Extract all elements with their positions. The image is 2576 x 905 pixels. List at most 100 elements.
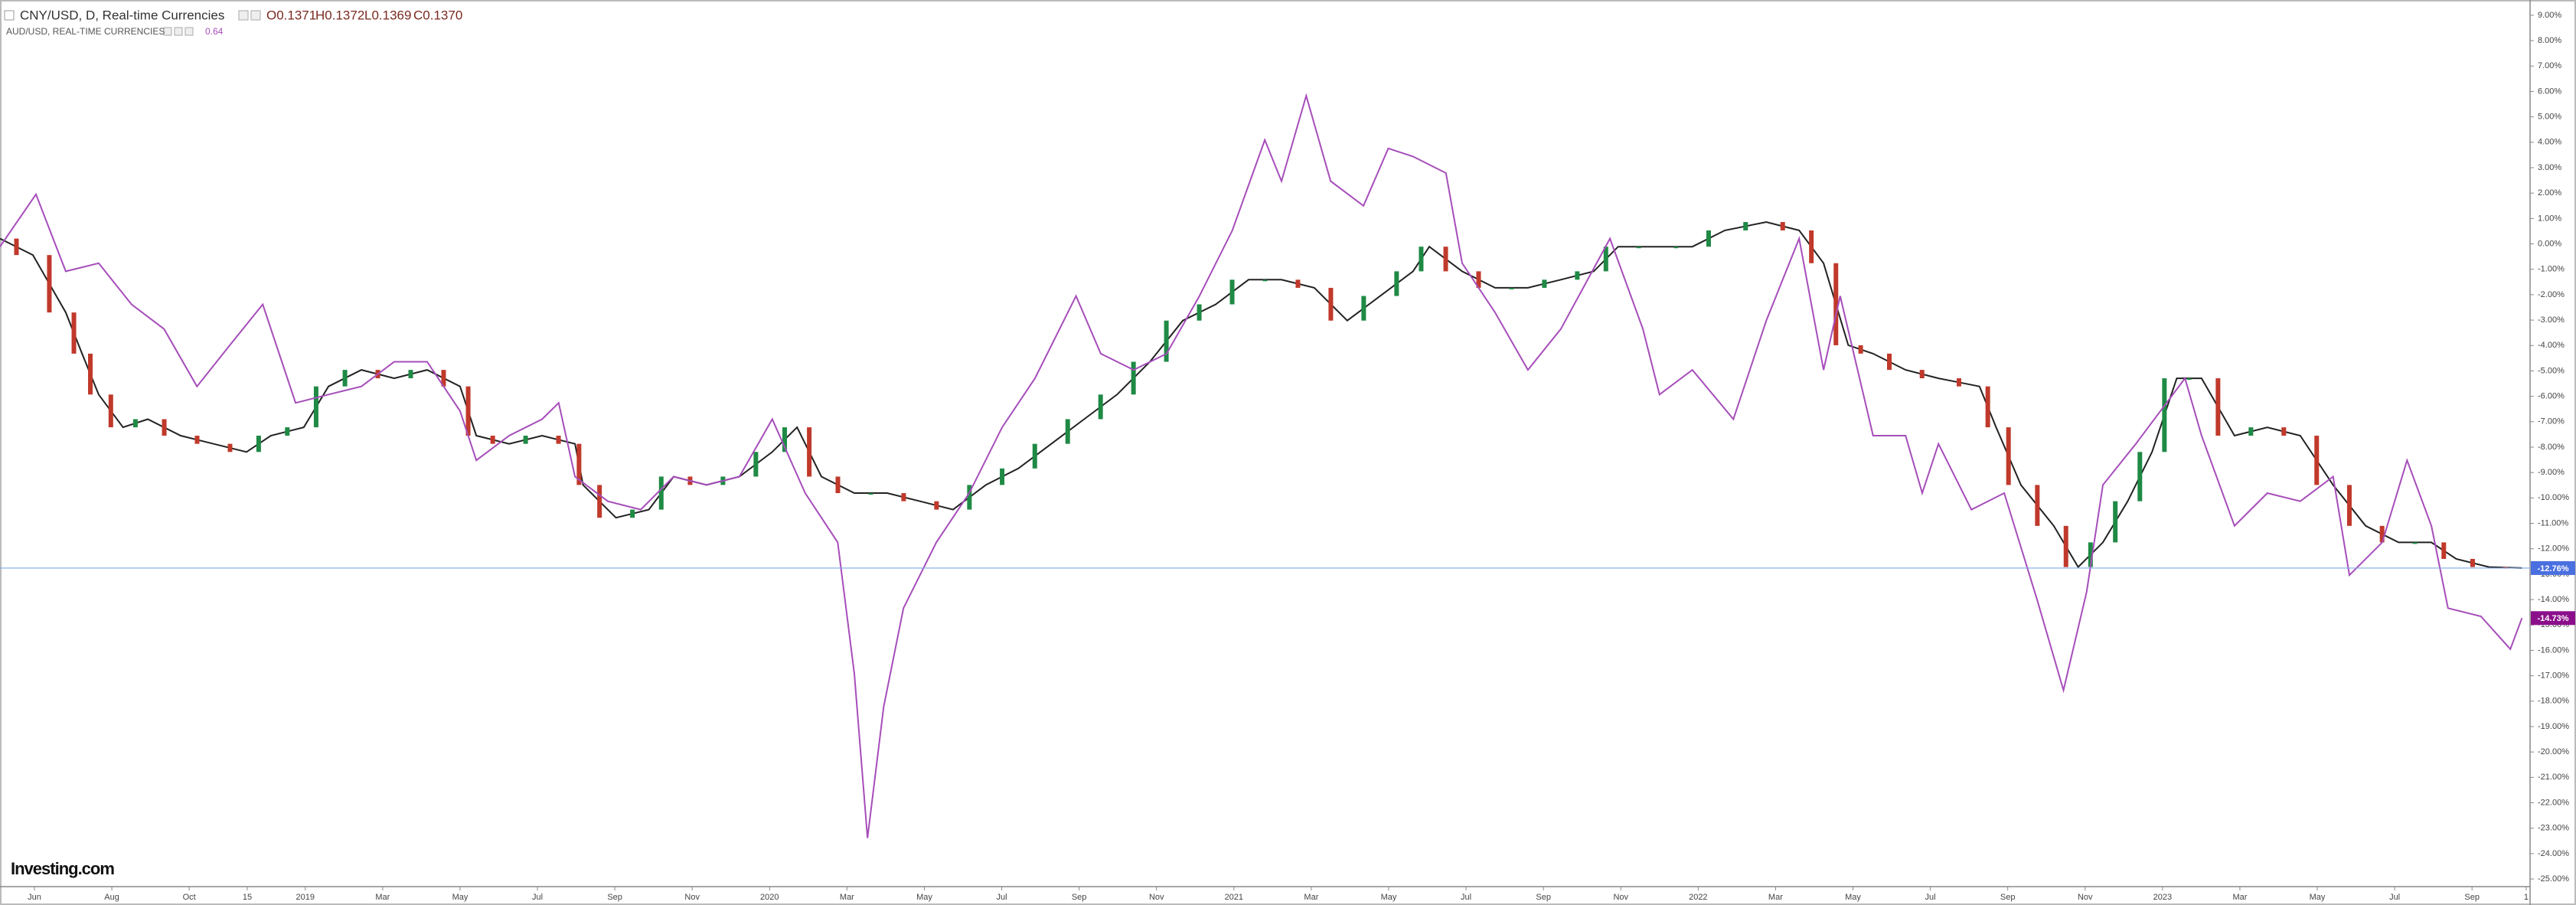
x-tick-label: Jun [28, 893, 41, 902]
candle [490, 436, 495, 444]
y-tick-label: -22.00% [2538, 798, 2569, 807]
x-tick-label: May [1381, 893, 1397, 902]
candle [441, 370, 446, 387]
y-tick-label: -9.00% [2538, 468, 2565, 477]
x-tick-label: 15 [243, 893, 252, 902]
x-tick-label: Jul [1461, 893, 1471, 902]
candle [835, 476, 841, 494]
candle [1229, 279, 1235, 305]
candle [523, 436, 528, 444]
x-tick-label: Nov [684, 893, 700, 902]
x-tick-label: Jul [2389, 893, 2400, 902]
candle [1443, 247, 1448, 272]
x-tick-label: Sep [2000, 893, 2016, 902]
candle [162, 419, 167, 436]
y-tick-label: 5.00% [2538, 113, 2561, 122]
candle [1985, 386, 1990, 428]
y-tick-label: -12.00% [2538, 544, 2569, 554]
candle [1295, 279, 1301, 288]
candle [556, 436, 561, 444]
x-tick-label: 2022 [1689, 893, 1707, 902]
x-tick-label: 2019 [296, 893, 315, 902]
collapse-icon[interactable] [4, 10, 15, 21]
candle [1000, 468, 1005, 485]
candle [597, 485, 602, 518]
candle [2063, 525, 2068, 567]
y-tick-label: -5.00% [2538, 366, 2565, 375]
candle [2162, 378, 2167, 452]
x-tick-label: Sep [607, 893, 622, 902]
ohlc-close: C0.1370 [413, 8, 462, 22]
candle [967, 485, 972, 510]
x-tick-label: Mar [2232, 893, 2247, 902]
y-tick-label: -19.00% [2538, 722, 2569, 731]
x-tick-label: 2020 [760, 893, 779, 902]
hide-icon[interactable] [174, 27, 183, 36]
y-tick-label: -6.00% [2538, 392, 2565, 401]
ohlc-high: H0.1372 [315, 8, 364, 22]
y-tick-label: 7.00% [2538, 61, 2561, 70]
candle [1032, 443, 1037, 469]
y-tick-label: -7.00% [2538, 417, 2565, 426]
settings-icon[interactable] [163, 27, 172, 36]
candle [71, 312, 77, 354]
candle [1065, 419, 1070, 444]
candle [2215, 378, 2221, 436]
candle [753, 452, 759, 477]
candle [1603, 247, 1608, 272]
candle [1394, 271, 1399, 296]
x-tick-label: Nov [1149, 893, 1164, 902]
candle [1509, 287, 1514, 289]
candle [1858, 345, 1863, 354]
y-tick-label: 2.00% [2538, 188, 2561, 198]
x-tick-label: 2021 [1225, 893, 1243, 902]
candle [1887, 353, 1892, 371]
y-tick-label: 0.00% [2538, 239, 2561, 248]
y-tick-label: 1.00% [2538, 214, 2561, 223]
candle [1575, 271, 1580, 280]
candle [108, 394, 113, 428]
settings-icon[interactable] [238, 10, 249, 21]
candle [227, 443, 233, 452]
last-value-label: -14.73% [2538, 614, 2569, 623]
candle [2035, 485, 2040, 526]
y-tick-label: -3.00% [2538, 315, 2565, 325]
y-tick-label: -4.00% [2538, 341, 2565, 350]
candle [576, 443, 582, 485]
x-tick-label: Mar [375, 893, 390, 902]
candle [630, 509, 635, 518]
x-tick-label: Jul [1925, 893, 1936, 902]
overlay-value: 0.64 [205, 26, 224, 37]
y-tick-label: -24.00% [2538, 849, 2569, 858]
x-tick-label: 2023 [2153, 893, 2172, 902]
y-tick-label: 3.00% [2538, 163, 2561, 172]
y-tick-label: 8.00% [2538, 36, 2561, 45]
candle [88, 353, 93, 395]
x-tick-label: Oct [183, 893, 196, 902]
candle [1164, 320, 1169, 362]
candle [342, 370, 348, 387]
x-tick-label: Sep [2464, 893, 2480, 902]
series-line [0, 93, 2523, 838]
candle [868, 493, 873, 495]
candle [934, 501, 939, 510]
close-icon[interactable] [250, 10, 261, 21]
candle [47, 255, 52, 313]
y-tick-label: -25.00% [2538, 874, 2569, 884]
y-tick-label: -23.00% [2538, 824, 2569, 833]
x-tick-label: Jul [532, 893, 543, 902]
y-tick-label: -20.00% [2538, 747, 2569, 756]
series-line [0, 221, 2522, 569]
candle [1361, 296, 1366, 321]
x-tick-label: 1 [2524, 893, 2529, 902]
candle [1809, 230, 1814, 263]
close-icon[interactable] [184, 27, 194, 36]
candle [2379, 525, 2385, 543]
candle [1919, 370, 1925, 379]
candle [313, 386, 318, 428]
candle [1328, 287, 1334, 321]
y-tick-label: 4.00% [2538, 138, 2561, 147]
candle [1262, 279, 1268, 282]
candle [2281, 427, 2287, 436]
